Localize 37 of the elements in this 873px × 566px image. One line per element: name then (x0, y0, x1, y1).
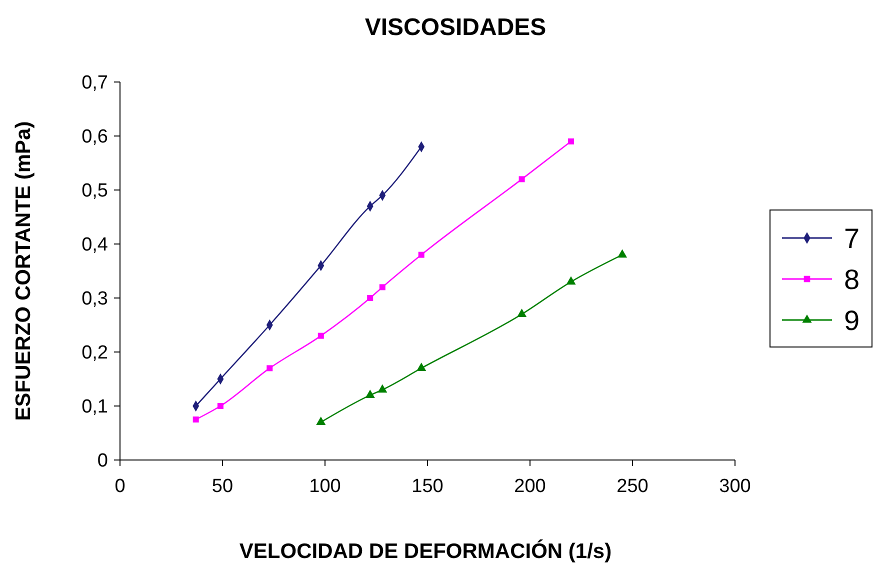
x-tick-label: 300 (719, 476, 751, 497)
y-tick-label: 0,4 (82, 234, 108, 256)
point (566, 276, 576, 285)
point (617, 249, 628, 258)
legend-label: 8 (844, 264, 860, 295)
legend-label: 7 (844, 222, 860, 254)
y-tick-label: 0 (97, 450, 108, 472)
y-tick-label: 0,3 (82, 288, 108, 310)
point (568, 138, 574, 144)
x-tick-label: 150 (412, 476, 444, 497)
x-axis-title: VELOCIDAD DE DEFORMACIÓN (1/s) (239, 539, 612, 563)
y-tick-label: 0,5 (82, 180, 108, 202)
chart-title: VISCOSIDADES (364, 14, 546, 41)
point (318, 332, 324, 339)
point (416, 362, 426, 371)
point (367, 295, 374, 301)
point (379, 284, 386, 290)
x-tick-label: 100 (309, 476, 341, 497)
x-tick-label: 250 (616, 476, 648, 497)
x-tick-label: 50 (212, 476, 234, 497)
point (365, 390, 375, 398)
y-axis-title: ESFUERZO CORTANTE (mPa) (12, 121, 35, 421)
y-tick-label: 0,1 (82, 396, 108, 418)
point (378, 384, 388, 393)
legend-label: 9 (844, 304, 860, 336)
point (418, 252, 424, 258)
point (192, 416, 199, 422)
point (316, 416, 326, 425)
point (518, 176, 525, 182)
point (266, 365, 273, 372)
x-tick-label: 200 (514, 476, 546, 497)
x-tick-label: 0 (114, 476, 126, 497)
y-tick-label: 0,6 (82, 126, 108, 148)
point (217, 403, 224, 409)
y-tick-label: 0,7 (82, 72, 108, 94)
point (516, 308, 527, 317)
y-tick-label: 0,2 (82, 342, 108, 364)
